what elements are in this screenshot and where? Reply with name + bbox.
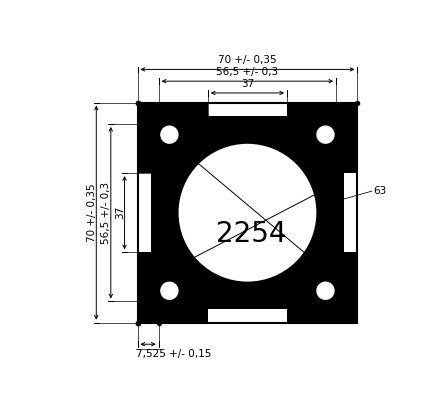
Text: 56,5 +/- 0,3: 56,5 +/- 0,3 (216, 67, 279, 77)
Bar (159, 124, 336, 301)
Bar (344, 173, 358, 252)
Text: 37: 37 (241, 79, 254, 89)
Circle shape (177, 143, 317, 282)
Bar (137, 103, 358, 323)
Bar (137, 103, 358, 323)
Circle shape (177, 143, 317, 282)
Circle shape (160, 281, 179, 301)
Bar (137, 173, 151, 252)
Circle shape (160, 125, 179, 145)
Circle shape (316, 125, 335, 145)
Circle shape (316, 125, 335, 145)
Circle shape (160, 125, 179, 145)
Circle shape (316, 281, 335, 301)
Text: 7,525 +/- 0,15: 7,525 +/- 0,15 (136, 349, 211, 359)
Text: 2254: 2254 (216, 220, 286, 248)
Text: 56,5 +/- 0,3: 56,5 +/- 0,3 (102, 182, 112, 244)
Text: 70 +/- 0,35: 70 +/- 0,35 (218, 55, 277, 65)
Text: 70 +/- 0,35: 70 +/- 0,35 (87, 183, 97, 242)
Bar (208, 102, 287, 116)
Text: 63: 63 (373, 186, 386, 196)
Circle shape (160, 281, 179, 301)
Text: 37: 37 (115, 206, 125, 219)
Bar (208, 309, 287, 323)
Circle shape (316, 281, 335, 301)
